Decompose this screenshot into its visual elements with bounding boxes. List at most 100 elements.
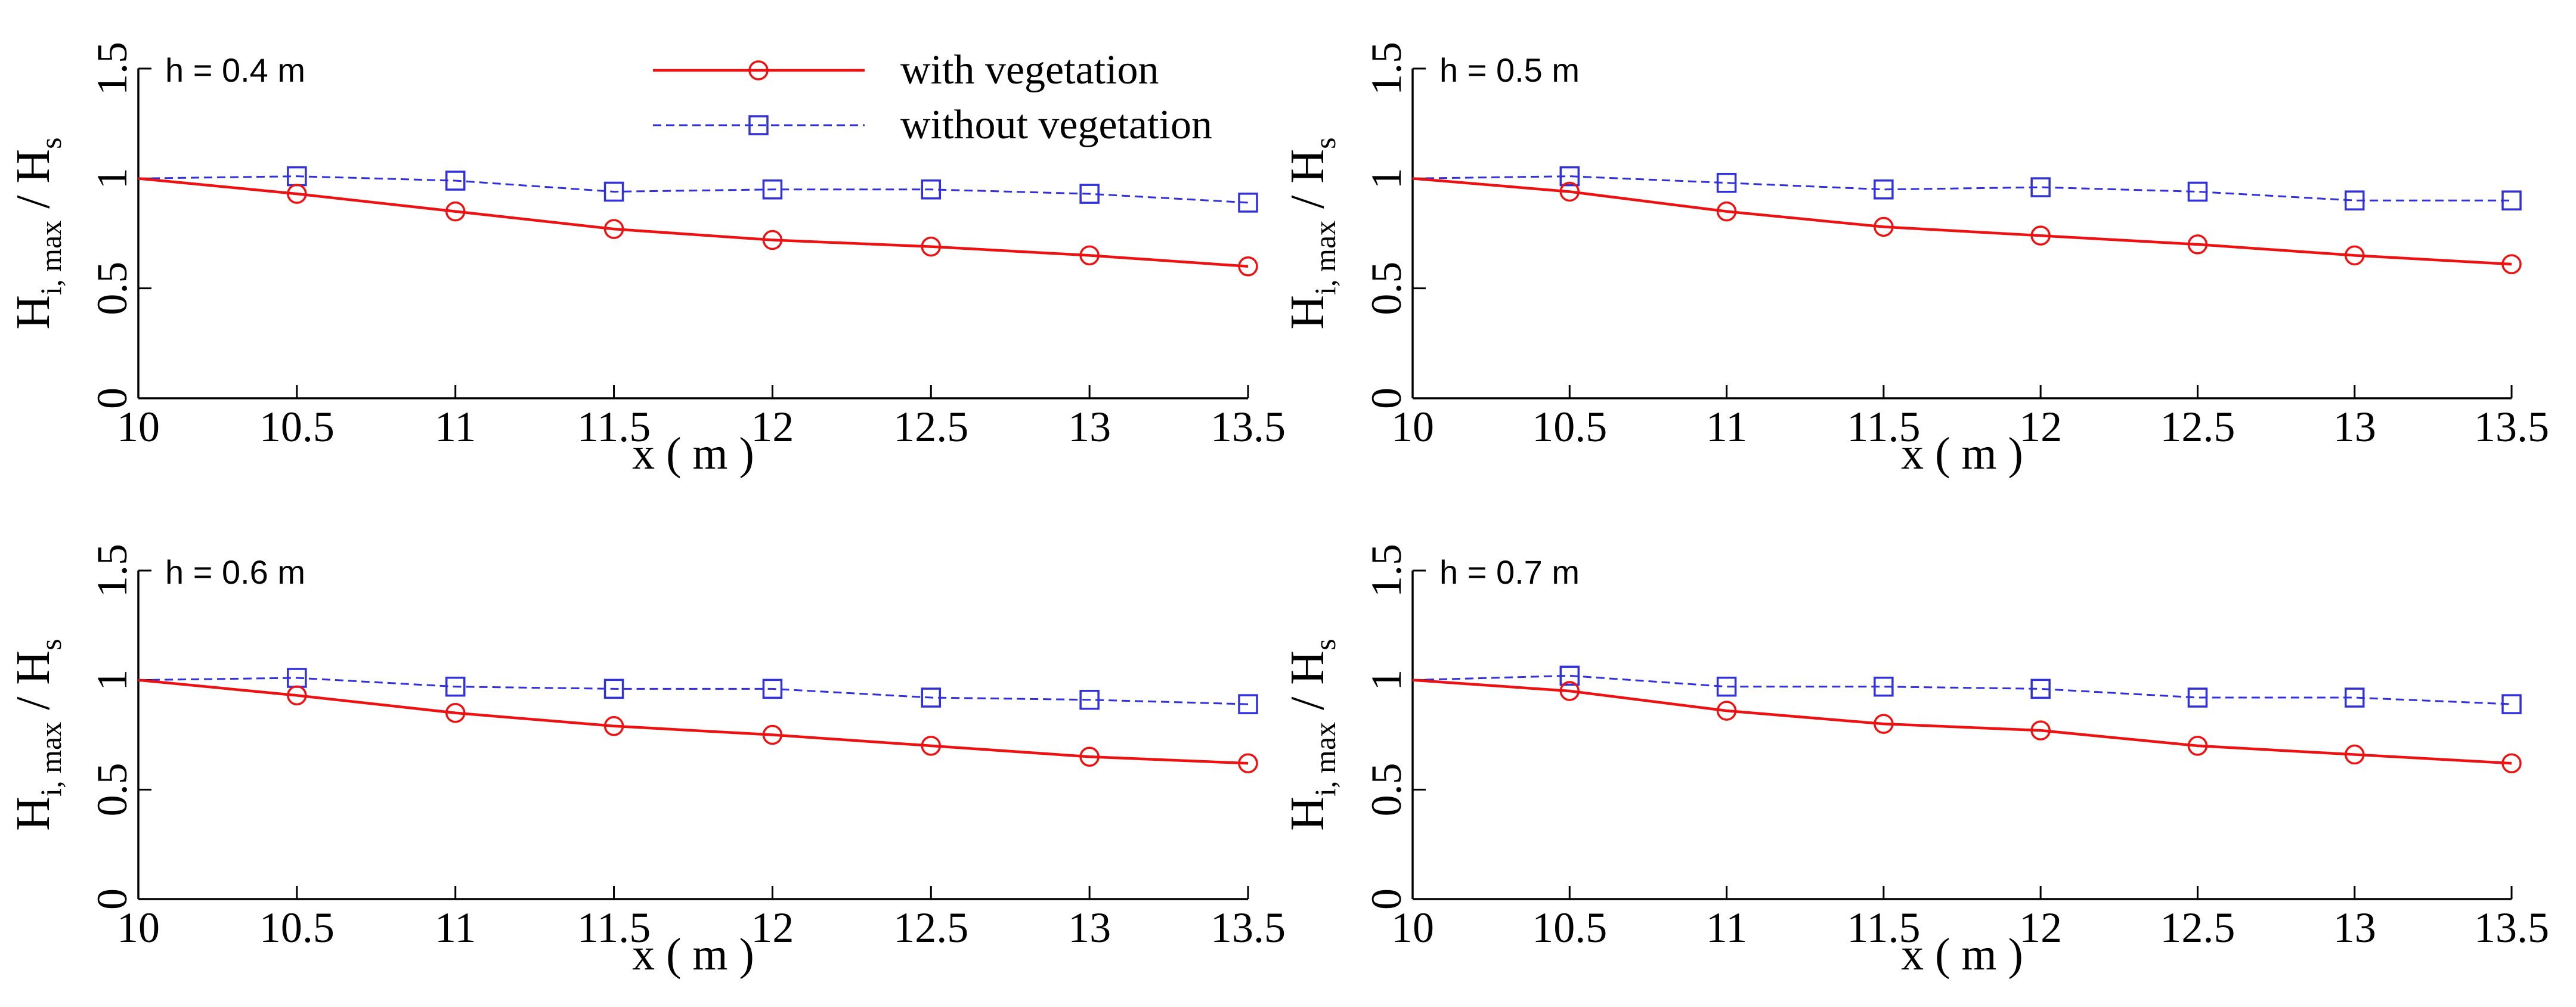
chart-panel-4: 10 10.5 11 11.5 12 12.5 13 13.500.511.5x ( m )H… [1281,544,2549,980]
data-point-without-vegetation [762,678,783,699]
y-tick-label: 1.5 [1363,42,1410,95]
series-line-with-vegetation [1412,678,2512,765]
data-point-with-vegetation [2030,225,2051,246]
series-line-without-vegetation [138,677,1249,705]
chart-panel-1: 10 10.5 11 11.5 12 12.5 13 13.500.511.5x ( m )H… [7,42,1286,479]
y-axis-title: Hi, max / Hs [7,639,67,831]
series-line-without-vegetation [138,175,1249,204]
x-tick-label: 10.5 [1532,403,1607,451]
data-point-without-vegetation [1238,193,1258,213]
data-point-without-vegetation [921,687,942,708]
data-point-with-vegetation [1238,753,1258,774]
legend-label: with vegetation [900,47,1159,93]
data-point-with-vegetation [1079,245,1100,266]
legend-entry: without vegetation [653,102,1212,148]
data-point-with-vegetation [762,724,783,745]
data-point-with-vegetation [1238,256,1258,277]
data-point-without-vegetation [2344,190,2365,210]
data-point-with-vegetation [1716,201,1737,222]
y-axis-title: Hi, max / Hs [1281,639,1342,831]
x-tick-label: 11.5 [1847,904,1920,952]
data-point-without-vegetation [1716,172,1737,193]
y-axis-title-subscript: i, max [34,722,67,797]
x-tick-label: 11 [1706,904,1747,952]
y-tick-label: 1 [1363,168,1410,189]
y-axis-title: Hi, max / Hs [7,137,67,329]
data-point-without-vegetation [1238,694,1258,714]
data-point-with-vegetation [921,236,942,257]
legend-marker-without-vegetation [748,115,769,135]
data-point-with-vegetation [287,184,307,204]
data-point-with-vegetation [603,219,624,239]
x-tick-label: 13 [2333,904,2376,952]
data-point-without-vegetation [445,171,466,191]
y-tick-label: 0.5 [88,763,136,816]
legend-label: without vegetation [900,102,1212,148]
x-tick-label: 13 [1068,904,1111,952]
x-tick-label: 11 [435,403,476,451]
data-point-with-vegetation [1874,216,1894,237]
y-axis-title-subscript-2: s [34,639,67,650]
y-tick-label: 1 [1363,670,1410,691]
panel-title: h = 0.5 m [1439,51,1580,89]
x-tick-label: 13.5 [2474,904,2549,952]
y-axis-title-subscript: i, max [1308,221,1342,295]
y-tick-label: 0 [88,888,136,910]
data-point-with-vegetation [1079,746,1100,767]
data-point-without-vegetation [762,179,783,200]
y-axis-title-main: H [7,797,60,831]
series-line-with-vegetation [1412,177,2512,266]
y-tick-label: 0 [1363,888,1410,910]
data-point-without-vegetation [445,676,466,697]
legend-marker-with-vegetation [748,60,769,80]
x-tick-label: 11 [1706,403,1747,451]
x-axis-title: x ( m ) [632,429,754,479]
data-point-without-vegetation [1079,689,1100,710]
y-tick-label: 1 [88,670,136,691]
data-point-with-vegetation [2030,720,2051,740]
x-tick-label: 12.5 [893,403,968,451]
y-tick-label: 1.5 [1363,544,1410,597]
data-point-without-vegetation [1874,179,1894,200]
y-tick-label: 0 [88,388,136,409]
y-axis-title-main: H [7,295,60,330]
y-tick-label: 1.5 [88,544,136,597]
y-axis-title-separator: / H [1281,650,1334,722]
data-point-without-vegetation [1716,676,1737,697]
y-axis-title-subscript-2: s [34,137,67,148]
data-point-with-vegetation [1559,181,1580,202]
data-point-with-vegetation [1559,681,1580,701]
panel-title: h = 0.4 m [165,51,305,89]
data-point-with-vegetation [2344,245,2365,266]
data-point-without-vegetation [603,181,624,202]
data-point-without-vegetation [1874,676,1894,697]
y-tick-label: 1.5 [88,42,136,95]
x-tick-label: 13 [1068,403,1111,451]
y-axis-title-subscript: i, max [34,221,67,295]
x-tick-label: 12.5 [2160,403,2235,451]
data-point-with-vegetation [2344,744,2365,765]
x-tick-label: 13.5 [2474,403,2549,451]
y-tick-label: 0.5 [88,262,136,315]
data-point-without-vegetation [2344,687,2365,708]
x-tick-label: 11 [435,904,476,952]
y-tick-label: 0.5 [1363,262,1410,315]
data-point-without-vegetation [2030,177,2051,197]
data-point-without-vegetation [2501,190,2522,210]
data-point-without-vegetation [603,678,624,699]
data-point-without-vegetation [2030,678,2051,699]
y-axis-title-separator: / H [7,149,60,221]
data-point-with-vegetation [1874,714,1894,734]
data-point-without-vegetation [2501,694,2522,714]
x-tick-label: 11.5 [577,403,651,451]
x-tick-label: 13 [2333,403,2376,451]
y-axis-title-separator: / H [7,650,60,722]
x-tick-label: 10.5 [1532,904,1607,952]
y-tick-label: 0 [1363,388,1410,409]
legend: with vegetation without vegetation [653,47,1212,148]
chart-panel-3: 10 10.5 11 11.5 12 12.5 13 13.500.511.5x ( m )H… [7,544,1286,980]
data-point-with-vegetation [287,685,307,706]
y-axis-title-main: H [1281,295,1334,330]
x-tick-label: 12 [751,403,794,451]
